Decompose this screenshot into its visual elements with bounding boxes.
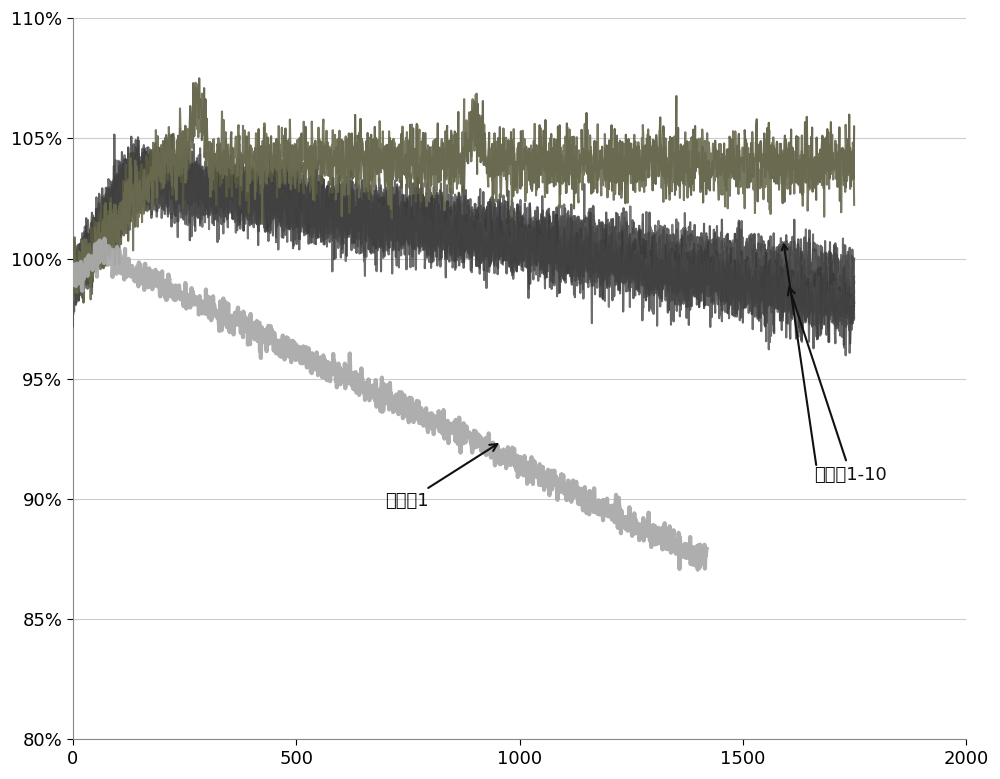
Text: 对比例1: 对比例1 xyxy=(385,444,497,510)
Text: 实施例1-10: 实施例1-10 xyxy=(788,287,887,484)
